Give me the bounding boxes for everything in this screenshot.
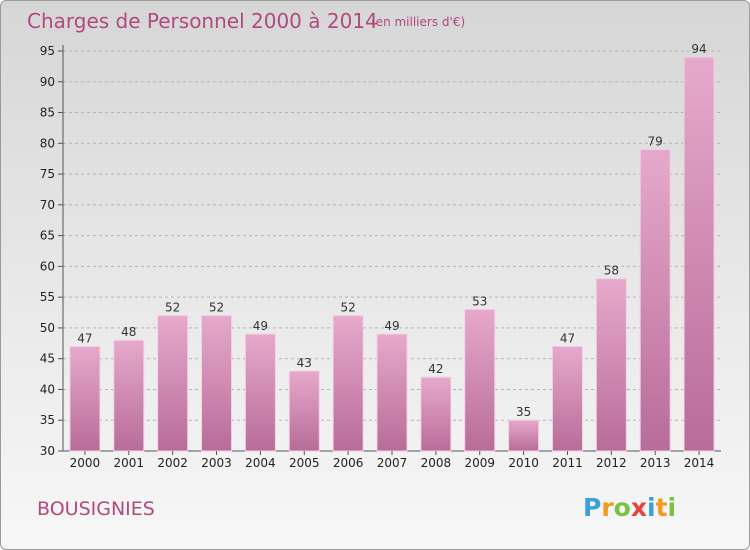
value-label-2010: 35 (516, 405, 531, 419)
chart-title: Charges de Personnel 2000 à 2014 (27, 9, 378, 33)
x-tick-label-2006: 2006 (333, 456, 364, 470)
logo-letter: r (601, 493, 614, 522)
y-tick-label: 90 (40, 75, 55, 89)
value-label-2002: 52 (165, 301, 180, 315)
logo-letter: P (583, 493, 601, 522)
value-label-2006: 52 (340, 301, 355, 315)
logo-letter: i (668, 493, 677, 522)
x-tick-label-2005: 2005 (289, 456, 320, 470)
x-tick-label-2012: 2012 (596, 456, 627, 470)
y-tick-label: 60 (40, 259, 55, 273)
value-label-2005: 43 (297, 356, 312, 370)
bar-2009 (464, 308, 496, 452)
value-label-2007: 49 (384, 319, 399, 333)
place-name: BOUSIGNIES (37, 498, 155, 520)
y-tick-label: 45 (40, 352, 55, 366)
x-tick-label-2009: 2009 (464, 456, 495, 470)
bar-2002 (157, 315, 189, 452)
logo-letter: i (647, 493, 656, 522)
value-label-2008: 42 (428, 362, 443, 376)
bar-2001 (113, 339, 145, 452)
x-tick-label-2013: 2013 (640, 456, 671, 470)
x-tick-label-2000: 2000 (70, 456, 101, 470)
y-tick-label: 35 (40, 413, 55, 427)
bars (69, 56, 715, 452)
bar-2013 (639, 148, 671, 452)
y-tick-label: 50 (40, 321, 55, 335)
y-tick-labels: 30 35 40 45 50 55 60 65 70 75 80 85 90 95 (40, 44, 55, 458)
chart-subtitle: (en milliers d'€) (371, 15, 465, 29)
y-tick-label: 40 (40, 382, 55, 396)
value-label-2001: 48 (121, 325, 136, 339)
x-tick-label-2008: 2008 (421, 456, 452, 470)
bar-2000 (69, 345, 101, 452)
value-label-2014: 94 (691, 42, 706, 56)
y-tick-label: 85 (40, 106, 55, 120)
value-label-2011: 47 (560, 331, 575, 345)
bar-2010 (508, 419, 540, 452)
value-label-2003: 52 (209, 301, 224, 315)
y-tick-label: 75 (40, 167, 55, 181)
bar-2005 (288, 370, 320, 452)
x-tick-label-2001: 2001 (114, 456, 145, 470)
value-label-2012: 58 (604, 264, 619, 278)
y-tick-label: 95 (40, 44, 55, 58)
x-tick-label-2004: 2004 (245, 456, 276, 470)
bar-2014 (683, 56, 715, 452)
x-tick-label-2010: 2010 (508, 456, 539, 470)
y-tick-label: 80 (40, 136, 55, 150)
value-label-2009: 53 (472, 294, 487, 308)
x-tick-label-2007: 2007 (377, 456, 408, 470)
x-tick-label-2011: 2011 (552, 456, 583, 470)
x-tick-label-2002: 2002 (157, 456, 188, 470)
logo-letter: x (631, 493, 647, 522)
value-label-2000: 47 (77, 331, 92, 345)
logo-letter: t (656, 493, 668, 522)
bar-2008 (420, 376, 452, 452)
bar-2006 (332, 315, 364, 452)
value-label-2013: 79 (648, 134, 663, 148)
y-tick-label: 30 (40, 444, 55, 458)
value-label-2004: 49 (253, 319, 268, 333)
logo-letter: o (614, 493, 631, 522)
bar-2004 (244, 333, 276, 452)
bar-2007 (376, 333, 408, 452)
y-tick-label: 65 (40, 229, 55, 243)
y-tick-label: 70 (40, 198, 55, 212)
x-tick-labels: 2000 2001 2002 2003 2004 2005 2006 2007 2008 2009… (70, 451, 715, 470)
x-tick-label-2014: 2014 (684, 456, 715, 470)
bar-2011 (551, 345, 583, 452)
x-tick-label-2003: 2003 (201, 456, 232, 470)
bar-2012 (595, 278, 627, 452)
value-labels: 47 48 52 52 49 43 52 49 42 53 35 47 58 79 94 (77, 42, 706, 419)
bar-2003 (201, 315, 233, 452)
proxiti-logo: Proxiti (583, 493, 676, 522)
y-tick-label: 55 (40, 290, 55, 304)
